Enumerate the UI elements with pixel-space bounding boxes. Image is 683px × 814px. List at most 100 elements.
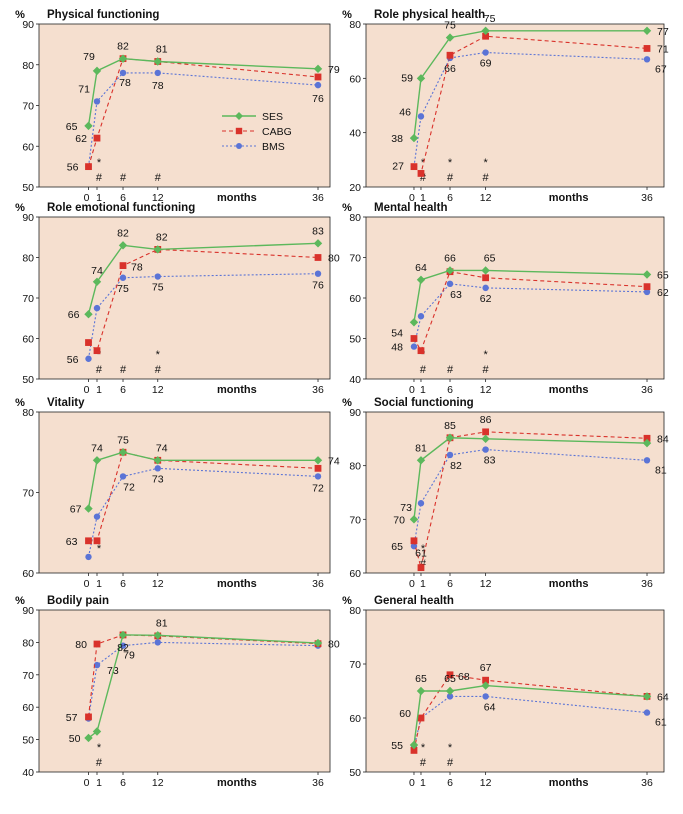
x-axis-label: months xyxy=(217,384,257,396)
y-tick-label: 90 xyxy=(22,19,34,31)
y-axis-label: % xyxy=(15,202,25,214)
x-axis-label: months xyxy=(549,192,589,204)
point-ses xyxy=(92,456,102,465)
point-cabg xyxy=(417,170,425,177)
data-label-bms: 69 xyxy=(480,58,492,70)
x-tick-label: 36 xyxy=(312,777,324,789)
significance-hash: # xyxy=(155,172,162,184)
point-cabg xyxy=(314,464,322,472)
significance-star: * xyxy=(97,157,102,169)
point-cabg xyxy=(93,347,101,355)
data-label-bms: 60 xyxy=(399,708,411,720)
point-cabg xyxy=(410,537,418,545)
point-bms xyxy=(410,343,418,350)
data-label-bms: 63 xyxy=(450,289,462,301)
data-label-bms: 76 xyxy=(312,280,324,292)
plot-area xyxy=(365,23,665,188)
plot-area xyxy=(38,216,331,380)
point-cabg xyxy=(643,45,651,52)
y-tick-label: 20 xyxy=(349,182,361,194)
data-label-ses: 83 xyxy=(312,225,324,237)
y-tick-label: 80 xyxy=(22,60,34,72)
data-label-ses: 82 xyxy=(117,41,129,53)
point-ses xyxy=(118,630,128,640)
significance-hash: # xyxy=(120,364,127,376)
x-tick-label: 12 xyxy=(152,384,164,396)
point-bms xyxy=(417,113,425,120)
point-ses xyxy=(153,456,162,465)
data-label-ses: 74 xyxy=(156,442,168,454)
panel-title: Bodily pain xyxy=(47,595,109,607)
data-label-ses: 74 xyxy=(328,455,340,467)
y-tick-label: 70 xyxy=(22,488,34,500)
data-label-bms: 62 xyxy=(480,293,492,305)
significance-star: * xyxy=(421,742,426,754)
data-label-ses: 67 xyxy=(70,504,82,516)
data-label-bms: 46 xyxy=(399,106,411,118)
x-tick-label: 0 xyxy=(409,192,415,204)
data-label-ses: 74 xyxy=(91,442,103,454)
point-ses xyxy=(445,266,455,275)
data-label-ses: 79 xyxy=(83,51,95,63)
significance-hash: # xyxy=(96,757,103,769)
data-label-ses: 74 xyxy=(91,265,103,277)
data-label-ses: 59 xyxy=(401,72,413,84)
y-tick-label: 70 xyxy=(349,514,361,526)
point-ses xyxy=(153,245,162,254)
point-ses xyxy=(642,692,652,701)
legend-label-ses: SES xyxy=(262,111,283,123)
y-tick-label: 70 xyxy=(349,659,361,671)
significance-hash: # xyxy=(483,172,490,184)
significance-star: * xyxy=(421,157,426,169)
x-axis-label: months xyxy=(217,578,257,590)
data-label-cabg: 71 xyxy=(657,43,669,55)
data-label-ses: 81 xyxy=(156,43,168,55)
point-ses xyxy=(84,310,93,319)
point-bms xyxy=(154,69,161,77)
point-bms xyxy=(314,473,322,480)
y-tick-label: 80 xyxy=(349,461,361,473)
point-ses xyxy=(153,631,162,640)
point-cabg xyxy=(85,537,92,545)
y-tick-label: 70 xyxy=(22,101,34,113)
point-ses xyxy=(642,26,652,35)
y-tick-label: 60 xyxy=(349,568,361,580)
y-tick-label: 60 xyxy=(349,73,361,85)
point-ses xyxy=(481,266,490,275)
y-tick-label: 90 xyxy=(349,407,361,419)
point-ses xyxy=(445,686,455,696)
data-label-ses: 65 xyxy=(415,673,427,685)
y-axis-label: % xyxy=(342,9,352,21)
point-ses xyxy=(313,638,323,648)
point-ses xyxy=(118,54,128,63)
data-label-bms: 78 xyxy=(152,80,164,92)
point-cabg xyxy=(410,335,418,342)
data-label-ses: 66 xyxy=(444,252,456,264)
significance-hash: # xyxy=(447,757,454,769)
x-tick-label: 1 xyxy=(420,578,426,590)
y-tick-label: 80 xyxy=(22,407,34,419)
data-label-bms: 48 xyxy=(391,342,403,354)
y-tick-label: 90 xyxy=(22,212,34,224)
x-tick-label: 12 xyxy=(480,777,492,789)
point-bms xyxy=(643,709,651,716)
significance-hash: # xyxy=(447,364,454,376)
y-axis-label: % xyxy=(342,202,352,214)
data-label-bms: 79 xyxy=(123,650,135,662)
significance-star: * xyxy=(421,349,426,361)
y-tick-label: 90 xyxy=(22,605,34,617)
significance-star: * xyxy=(156,349,161,361)
point-cabg xyxy=(482,274,490,282)
x-axis-label: months xyxy=(217,777,257,789)
significance-star: * xyxy=(421,543,426,555)
significance-star: * xyxy=(97,543,102,555)
point-bms xyxy=(417,500,425,507)
point-bms xyxy=(119,473,127,480)
point-ses xyxy=(481,26,490,35)
y-axis-label: % xyxy=(342,397,352,409)
x-tick-label: 1 xyxy=(96,192,102,204)
x-tick-label: 0 xyxy=(84,777,90,789)
point-cabg xyxy=(93,537,101,545)
data-label-cabg: 86 xyxy=(480,414,492,426)
point-cabg xyxy=(314,73,322,81)
